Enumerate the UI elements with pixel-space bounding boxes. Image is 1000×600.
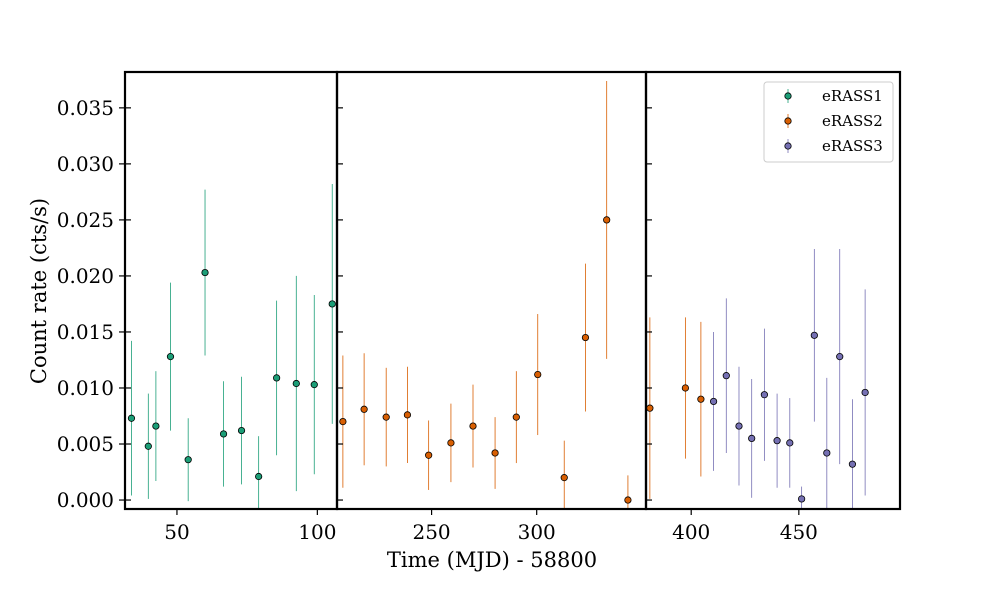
data-point xyxy=(292,379,300,388)
y-tick-label: 0.025 xyxy=(57,208,114,232)
data-point xyxy=(219,430,228,438)
legend-label: eRASS1 xyxy=(822,87,883,105)
y-tick-label: 0.010 xyxy=(57,376,114,400)
data-point xyxy=(512,413,520,421)
data-point xyxy=(861,388,869,397)
x-tick-label: 250 xyxy=(412,520,450,544)
legend-item: eRASS1 xyxy=(784,87,883,105)
panel-frame xyxy=(123,70,339,511)
data-point xyxy=(848,460,857,468)
data-point xyxy=(339,417,347,426)
panel-data xyxy=(339,80,632,509)
y-axis-label: Count rate (cts/s) xyxy=(27,198,51,384)
panel-data xyxy=(127,184,336,509)
data-point xyxy=(810,331,818,339)
data-point xyxy=(144,442,152,450)
data-point xyxy=(403,411,412,419)
data-point xyxy=(786,439,794,447)
panel-frame xyxy=(335,70,648,511)
x-tick-label: 400 xyxy=(672,520,710,544)
data-point xyxy=(603,216,611,224)
data-point xyxy=(328,300,336,308)
y-tick-label: 0.000 xyxy=(57,488,114,512)
data-point xyxy=(624,496,632,504)
data-point xyxy=(382,413,390,421)
data-point xyxy=(748,434,756,443)
y-tick-label: 0.030 xyxy=(57,152,114,176)
panels-layer: 50 100 0.000 0.005 0.010 0.015 0.020 0.025 0.030… xyxy=(57,70,902,544)
legend: eRASS1 eRASS2 eRASS3 xyxy=(763,81,894,163)
legend-marker xyxy=(784,92,792,100)
panel-1: 50 100 0.000 0.005 0.010 0.015 0.020 0.025 0.030… xyxy=(57,70,339,544)
data-point xyxy=(201,268,209,277)
data-point xyxy=(447,439,455,447)
legend-marker xyxy=(784,117,792,125)
data-point xyxy=(836,353,844,361)
data-point xyxy=(491,449,499,457)
data-point xyxy=(310,381,318,389)
panel-frame xyxy=(644,70,902,511)
legend-marker xyxy=(784,142,792,150)
data-point xyxy=(681,384,689,392)
y-tick-label: 0.015 xyxy=(57,320,114,344)
data-point xyxy=(760,391,768,399)
data-point xyxy=(152,422,160,430)
legend-label: eRASS2 xyxy=(822,112,883,130)
legend-label: eRASS3 xyxy=(822,137,883,155)
data-point xyxy=(773,437,781,445)
x-tick-label: 300 xyxy=(518,520,556,544)
y-tick-label: 0.020 xyxy=(57,264,114,288)
data-point xyxy=(646,404,654,412)
data-point xyxy=(360,405,368,413)
data-point xyxy=(273,374,281,382)
y-tick-label: 0.035 xyxy=(57,96,114,120)
x-tick-label: 450 xyxy=(780,520,818,544)
data-point xyxy=(127,414,136,422)
data-point xyxy=(697,395,705,403)
x-axis-label: Time (MJD) - 58800 xyxy=(387,548,597,572)
data-point xyxy=(237,426,246,435)
x-tick-label: 100 xyxy=(298,520,336,544)
data-point xyxy=(823,449,831,457)
data-point xyxy=(425,451,433,459)
data-point xyxy=(166,353,175,361)
data-point xyxy=(798,495,806,503)
x-tick-label: 50 xyxy=(164,520,189,544)
data-point xyxy=(184,456,192,464)
legend-box xyxy=(763,81,894,163)
data-point xyxy=(560,474,568,482)
legend-item: eRASS3 xyxy=(784,137,883,155)
panel-2: 250 300 xyxy=(335,70,648,544)
data-point xyxy=(255,472,263,481)
panel-3: 400 450 xyxy=(644,70,902,544)
y-tick-label: 0.005 xyxy=(57,432,114,456)
data-point xyxy=(735,422,743,430)
legend-item: eRASS2 xyxy=(784,112,883,130)
data-point xyxy=(581,333,590,342)
data-point xyxy=(469,422,477,430)
data-point xyxy=(534,370,542,379)
data-point xyxy=(709,397,718,406)
data-point xyxy=(722,372,730,380)
panel-data xyxy=(646,249,869,509)
